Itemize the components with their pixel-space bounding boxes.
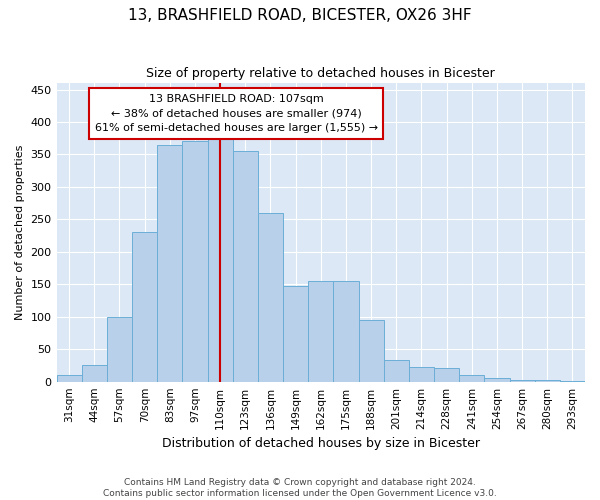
Bar bbox=[82, 365, 107, 382]
Bar bbox=[182, 142, 208, 382]
Bar bbox=[459, 375, 484, 382]
Bar bbox=[107, 317, 132, 382]
Bar bbox=[409, 368, 434, 382]
Bar bbox=[233, 151, 258, 382]
Bar bbox=[560, 381, 585, 382]
Text: 13, BRASHFIELD ROAD, BICESTER, OX26 3HF: 13, BRASHFIELD ROAD, BICESTER, OX26 3HF bbox=[128, 8, 472, 22]
Bar bbox=[509, 380, 535, 382]
Bar bbox=[308, 281, 334, 382]
Bar bbox=[56, 375, 82, 382]
Bar bbox=[383, 360, 409, 382]
Bar bbox=[484, 378, 509, 382]
Bar bbox=[359, 320, 383, 382]
Y-axis label: Number of detached properties: Number of detached properties bbox=[15, 144, 25, 320]
Bar bbox=[334, 281, 359, 382]
Bar bbox=[535, 380, 560, 382]
Bar bbox=[258, 213, 283, 382]
Title: Size of property relative to detached houses in Bicester: Size of property relative to detached ho… bbox=[146, 68, 495, 80]
Bar bbox=[434, 368, 459, 382]
Bar bbox=[157, 144, 182, 382]
X-axis label: Distribution of detached houses by size in Bicester: Distribution of detached houses by size … bbox=[162, 437, 480, 450]
Bar bbox=[208, 138, 233, 382]
Bar bbox=[132, 232, 157, 382]
Text: Contains HM Land Registry data © Crown copyright and database right 2024.
Contai: Contains HM Land Registry data © Crown c… bbox=[103, 478, 497, 498]
Text: 13 BRASHFIELD ROAD: 107sqm
← 38% of detached houses are smaller (974)
61% of sem: 13 BRASHFIELD ROAD: 107sqm ← 38% of deta… bbox=[95, 94, 378, 133]
Bar bbox=[283, 286, 308, 382]
